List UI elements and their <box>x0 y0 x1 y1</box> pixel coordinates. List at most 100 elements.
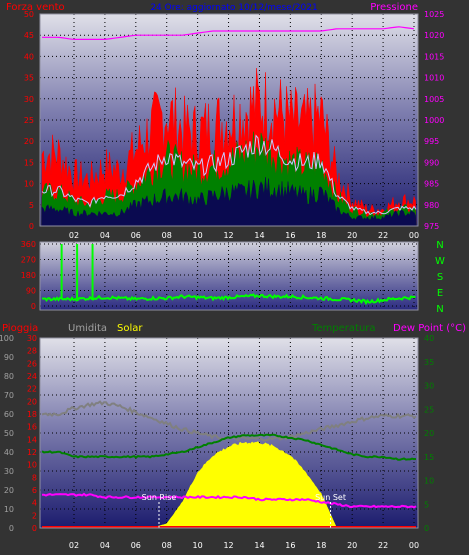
humidity-tick-label: 70 <box>4 391 14 400</box>
humidity-tick-label: 10 <box>4 505 14 514</box>
wind-tick-label: 45 <box>24 31 34 40</box>
rain-tick-label: 22 <box>27 385 37 394</box>
time-tick-label: 10 <box>193 541 203 550</box>
time-tick-label: 08 <box>162 541 172 550</box>
humidity-tick-label: 50 <box>4 429 14 438</box>
weather-legend: Pioggia Umidita Solar Temperatura Dew Po… <box>2 323 466 334</box>
time-tick-label: 22 <box>378 231 388 240</box>
legend-rain: Pioggia <box>2 323 38 334</box>
rain-tick-label: 6 <box>32 486 37 495</box>
rain-tick-label: 12 <box>27 448 37 457</box>
time-tick-label: 16 <box>285 541 295 550</box>
time-tick-label: 04 <box>100 231 110 240</box>
compass-label: S <box>437 272 443 283</box>
humidity-tick-label: 30 <box>4 467 14 476</box>
rain-tick-label: 2 <box>32 511 37 520</box>
pressure-tick-label: 995 <box>424 137 439 146</box>
time-tick-label: 22 <box>378 541 388 550</box>
rain-tick-label: 8 <box>32 473 37 482</box>
wind-tick-label: 20 <box>24 137 34 146</box>
temperature-tick-label: 40 <box>424 334 434 343</box>
wind-tick-label: 40 <box>24 52 34 61</box>
time-tick-label: 08 <box>162 231 172 240</box>
time-tick-label: 02 <box>69 231 79 240</box>
pressure-tick-label: 975 <box>424 222 439 231</box>
weather-plot: Sun Rise Sun Set <box>41 400 417 529</box>
panel-border <box>39 241 419 311</box>
humidity-tick-label: 80 <box>4 372 14 381</box>
direction-line <box>41 293 416 306</box>
direction-plot <box>41 244 416 306</box>
time-tick-label: 12 <box>223 541 233 550</box>
humidity-tick-label: 90 <box>4 353 14 362</box>
pressure-tick-label: 1010 <box>424 74 444 83</box>
direction-tick-label: 360 <box>21 240 36 249</box>
rain-tick-label: 30 <box>27 334 37 343</box>
temperature-tick-label: 30 <box>424 382 434 391</box>
rain-tick-label: 18 <box>27 410 37 419</box>
time-tick-label: 06 <box>131 541 141 550</box>
time-tick-label: 00 <box>409 541 419 550</box>
direction-tick-label: 90 <box>26 287 36 296</box>
pressure-axis-title: Pressione <box>370 2 418 13</box>
temperature-tick-label: 25 <box>424 405 434 414</box>
time-tick-label: 18 <box>316 541 326 550</box>
wind-mean-line <box>41 134 417 216</box>
wind-tick-label: 50 <box>24 10 34 19</box>
rain-tick-label: 14 <box>27 435 37 444</box>
time-tick-label: 12 <box>223 231 233 240</box>
legend-dewpoint: Dew Point (°C) <box>393 323 466 334</box>
wind-tick-label: 5 <box>29 201 34 210</box>
wind-plot <box>41 26 417 227</box>
temperature-tick-label: 5 <box>424 500 429 509</box>
rain-tick-label: 16 <box>27 423 37 432</box>
time-tick-label: 02 <box>69 541 79 550</box>
pressure-tick-label: 980 <box>424 201 439 210</box>
chart-timestamp: 24 Ore: aggiornato 10/12/mese/2021 <box>150 3 317 13</box>
compass-label: N <box>436 240 443 251</box>
humidity-tick-label: 60 <box>4 410 14 419</box>
pressure-tick-label: 1020 <box>424 31 444 40</box>
sun-marker-label: Sun Set <box>315 493 346 502</box>
time-tick-label: 06 <box>131 231 141 240</box>
axis-labels: 0202040406060808101012121414161618182020… <box>0 10 445 550</box>
wind-low-area <box>41 177 417 227</box>
panel-border <box>39 337 419 529</box>
temperature-tick-label: 20 <box>424 429 434 438</box>
time-tick-label: 16 <box>285 231 295 240</box>
dewpoint-line <box>41 492 417 509</box>
compass-label: W <box>435 256 445 267</box>
temperature-tick-label: 35 <box>424 358 434 367</box>
rain-tick-label: 20 <box>27 397 37 406</box>
time-tick-label: 20 <box>347 541 357 550</box>
humidity-tick-label: 40 <box>4 448 14 457</box>
sun-marker-label: Sun Rise <box>142 493 177 502</box>
pressure-tick-label: 1015 <box>424 52 444 61</box>
time-tick-label: 14 <box>254 231 264 240</box>
temperature-tick-label: 15 <box>424 453 434 462</box>
wind-tick-label: 30 <box>24 95 34 104</box>
direction-tick-label: 270 <box>21 256 36 265</box>
time-tick-label: 10 <box>193 231 203 240</box>
wind-tick-label: 35 <box>24 74 34 83</box>
rain-tick-label: 4 <box>32 499 37 508</box>
pressure-tick-label: 1025 <box>424 10 444 19</box>
humidity-tick-label: 20 <box>4 486 14 495</box>
wind-tick-label: 0 <box>29 222 34 231</box>
wind-chart-title: Forza vento <box>6 2 65 13</box>
pressure-tick-label: 990 <box>424 158 439 167</box>
pressure-tick-label: 1000 <box>424 116 444 125</box>
rain-tick-label: 26 <box>27 359 37 368</box>
temperature-line <box>41 433 417 461</box>
pressure-tick-label: 1005 <box>424 95 444 104</box>
time-tick-label: 04 <box>100 541 110 550</box>
wind-tick-label: 25 <box>24 116 34 125</box>
humidity-tick-label: 100 <box>0 334 14 343</box>
panel-border <box>39 13 419 227</box>
temperature-tick-label: 10 <box>424 477 434 486</box>
time-tick-label: 14 <box>254 541 264 550</box>
pressure-tick-label: 985 <box>424 180 439 189</box>
rain-tick-label: 28 <box>27 347 37 356</box>
direction-panel <box>40 242 418 310</box>
